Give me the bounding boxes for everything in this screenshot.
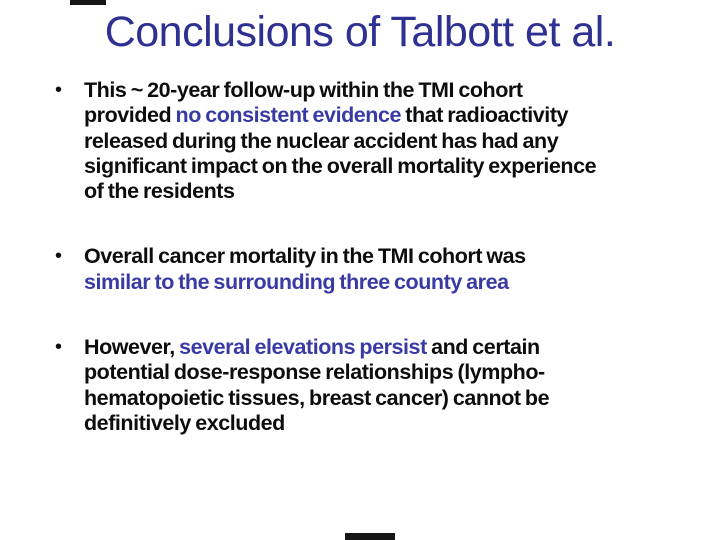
emphasized-text: no consistent evidence — [175, 103, 402, 128]
text-segment: Overall cancer mortality in the TMI coho… — [84, 244, 526, 269]
bullet-marker-icon: • — [55, 79, 63, 101]
bullet-text-line: potential dose-response relationships (l… — [84, 360, 549, 385]
bottom-edge-artifact — [345, 533, 395, 540]
bullet-item: • However, several elevations persist and… — [55, 335, 700, 436]
bullet-text: Overall cancer mortality in the TMI coho… — [84, 244, 526, 295]
text-segment: hematopoietic tissues, breast cancer) ca… — [84, 385, 550, 410]
text-segment: potential dose-response relationships (l… — [84, 360, 545, 385]
bullet-text: However, several elevations persist and … — [84, 335, 550, 436]
emphasized-text: similar to the surrounding three county … — [84, 269, 509, 294]
bullet-text-line: This ~ 20-year follow-up within the TMI … — [84, 78, 596, 103]
bullet-list: • This ~ 20-year follow-up within the TMI… — [55, 78, 700, 476]
bullet-text-line: Overall cancer mortality in the TMI coho… — [84, 244, 526, 269]
text-segment: significant impact on the overall mortal… — [84, 153, 597, 178]
text-segment: provided — [84, 103, 176, 128]
text-segment: released during the nuclear accident has… — [84, 128, 559, 153]
bullet-item: • Overall cancer mortality in the TMI coh… — [55, 244, 700, 295]
text-segment: This ~ 20-year follow-up within the TMI … — [84, 78, 523, 102]
bullet-text-line: of the residents — [84, 179, 596, 204]
bullet-marker-icon: • — [55, 336, 63, 359]
bullet-text-line: hematopoietic tissues, breast cancer) ca… — [84, 385, 550, 411]
bullet-text-line: significant impact on the overall mortal… — [84, 153, 597, 179]
text-segment: of the residents — [84, 179, 235, 204]
text-segment: and certain — [426, 335, 540, 360]
bullet-text-line: provided no consistent evidence that rad… — [84, 103, 596, 128]
bullet-text-line: However, several elevations persist and … — [84, 335, 549, 360]
bullet-text-line: released during the nuclear accident has… — [84, 129, 596, 154]
emphasized-text: several elevations persist — [179, 335, 427, 360]
bullet-text: This ~ 20-year follow-up within the TMI … — [84, 78, 597, 204]
bullet-text-line: similar to the surrounding three county … — [84, 270, 526, 295]
bullet-item: • This ~ 20-year follow-up within the TMI… — [55, 78, 700, 204]
slide-title: Conclusions of Talbott et al. — [104, 8, 616, 56]
bullet-marker-icon: • — [55, 245, 63, 268]
text-segment: definitively excluded — [84, 410, 285, 435]
text-segment: that radioactivity — [400, 103, 569, 128]
bullet-text-line: definitively excluded — [84, 411, 549, 436]
text-segment: However, — [84, 335, 180, 360]
top-edge-artifact — [70, 0, 106, 5]
